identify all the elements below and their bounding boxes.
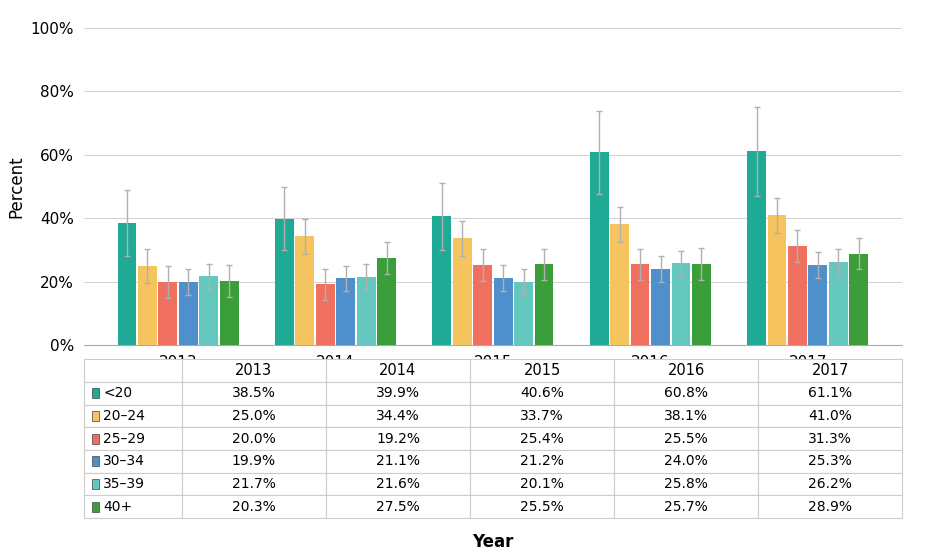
Bar: [453, 238, 472, 345]
Text: 2014: 2014: [379, 363, 417, 378]
Text: 34.4%: 34.4%: [376, 409, 419, 423]
Bar: [829, 262, 848, 345]
Text: 30–34: 30–34: [103, 455, 145, 468]
Text: 31.3%: 31.3%: [808, 432, 852, 446]
Text: 21.2%: 21.2%: [520, 455, 564, 468]
Text: 20.0%: 20.0%: [232, 432, 276, 446]
Text: 25.0%: 25.0%: [232, 409, 276, 423]
Bar: [610, 224, 629, 345]
Text: 21.7%: 21.7%: [232, 477, 276, 491]
Bar: [631, 265, 649, 345]
Text: 21.1%: 21.1%: [376, 455, 420, 468]
Bar: [535, 265, 553, 345]
Text: 38.5%: 38.5%: [232, 387, 276, 400]
Bar: [747, 152, 766, 345]
Text: 25.4%: 25.4%: [520, 432, 564, 446]
Bar: [117, 223, 137, 345]
Text: 2016: 2016: [668, 363, 705, 378]
Bar: [590, 152, 608, 345]
Text: 40+: 40+: [103, 500, 132, 514]
Bar: [219, 281, 239, 345]
Text: 26.2%: 26.2%: [808, 477, 852, 491]
Bar: [849, 253, 869, 345]
Text: 24.0%: 24.0%: [664, 455, 708, 468]
Text: 39.9%: 39.9%: [376, 387, 420, 400]
Text: 28.9%: 28.9%: [808, 500, 852, 514]
Bar: [316, 285, 335, 345]
Text: 20.3%: 20.3%: [232, 500, 276, 514]
Text: 25.8%: 25.8%: [664, 477, 708, 491]
Text: Year: Year: [472, 534, 513, 551]
Bar: [494, 278, 512, 345]
Text: 35–39: 35–39: [103, 477, 145, 491]
Text: 2015: 2015: [524, 363, 561, 378]
Text: 25.3%: 25.3%: [808, 455, 852, 468]
Y-axis label: Percent: Percent: [7, 155, 25, 218]
Text: <20: <20: [103, 387, 132, 400]
Bar: [378, 258, 396, 345]
Text: 25.5%: 25.5%: [664, 432, 708, 446]
Text: 25.5%: 25.5%: [520, 500, 564, 514]
Text: 2013: 2013: [235, 363, 272, 378]
Bar: [296, 236, 314, 345]
Text: 41.0%: 41.0%: [808, 409, 852, 423]
Bar: [671, 263, 690, 345]
Bar: [138, 266, 157, 345]
Text: 20.1%: 20.1%: [520, 477, 564, 491]
Text: 61.1%: 61.1%: [808, 387, 852, 400]
Bar: [808, 265, 828, 345]
Text: 25.7%: 25.7%: [664, 500, 708, 514]
Bar: [179, 282, 198, 345]
Text: 38.1%: 38.1%: [664, 409, 708, 423]
Bar: [357, 277, 376, 345]
Bar: [473, 265, 492, 345]
Text: 27.5%: 27.5%: [376, 500, 419, 514]
Text: 33.7%: 33.7%: [520, 409, 564, 423]
Bar: [767, 215, 787, 345]
Bar: [275, 219, 294, 345]
Text: 25–29: 25–29: [103, 432, 145, 446]
Text: 19.2%: 19.2%: [376, 432, 420, 446]
Text: 21.6%: 21.6%: [376, 477, 420, 491]
Bar: [514, 281, 533, 345]
Bar: [337, 278, 355, 345]
Bar: [199, 276, 219, 345]
Text: 60.8%: 60.8%: [664, 387, 708, 400]
Text: 20–24: 20–24: [103, 409, 145, 423]
Text: 19.9%: 19.9%: [232, 455, 276, 468]
Bar: [651, 269, 670, 345]
Text: 2017: 2017: [811, 363, 849, 378]
Bar: [432, 217, 451, 345]
Bar: [158, 282, 178, 345]
Bar: [788, 246, 807, 345]
Bar: [692, 264, 711, 345]
Text: 40.6%: 40.6%: [520, 387, 564, 400]
